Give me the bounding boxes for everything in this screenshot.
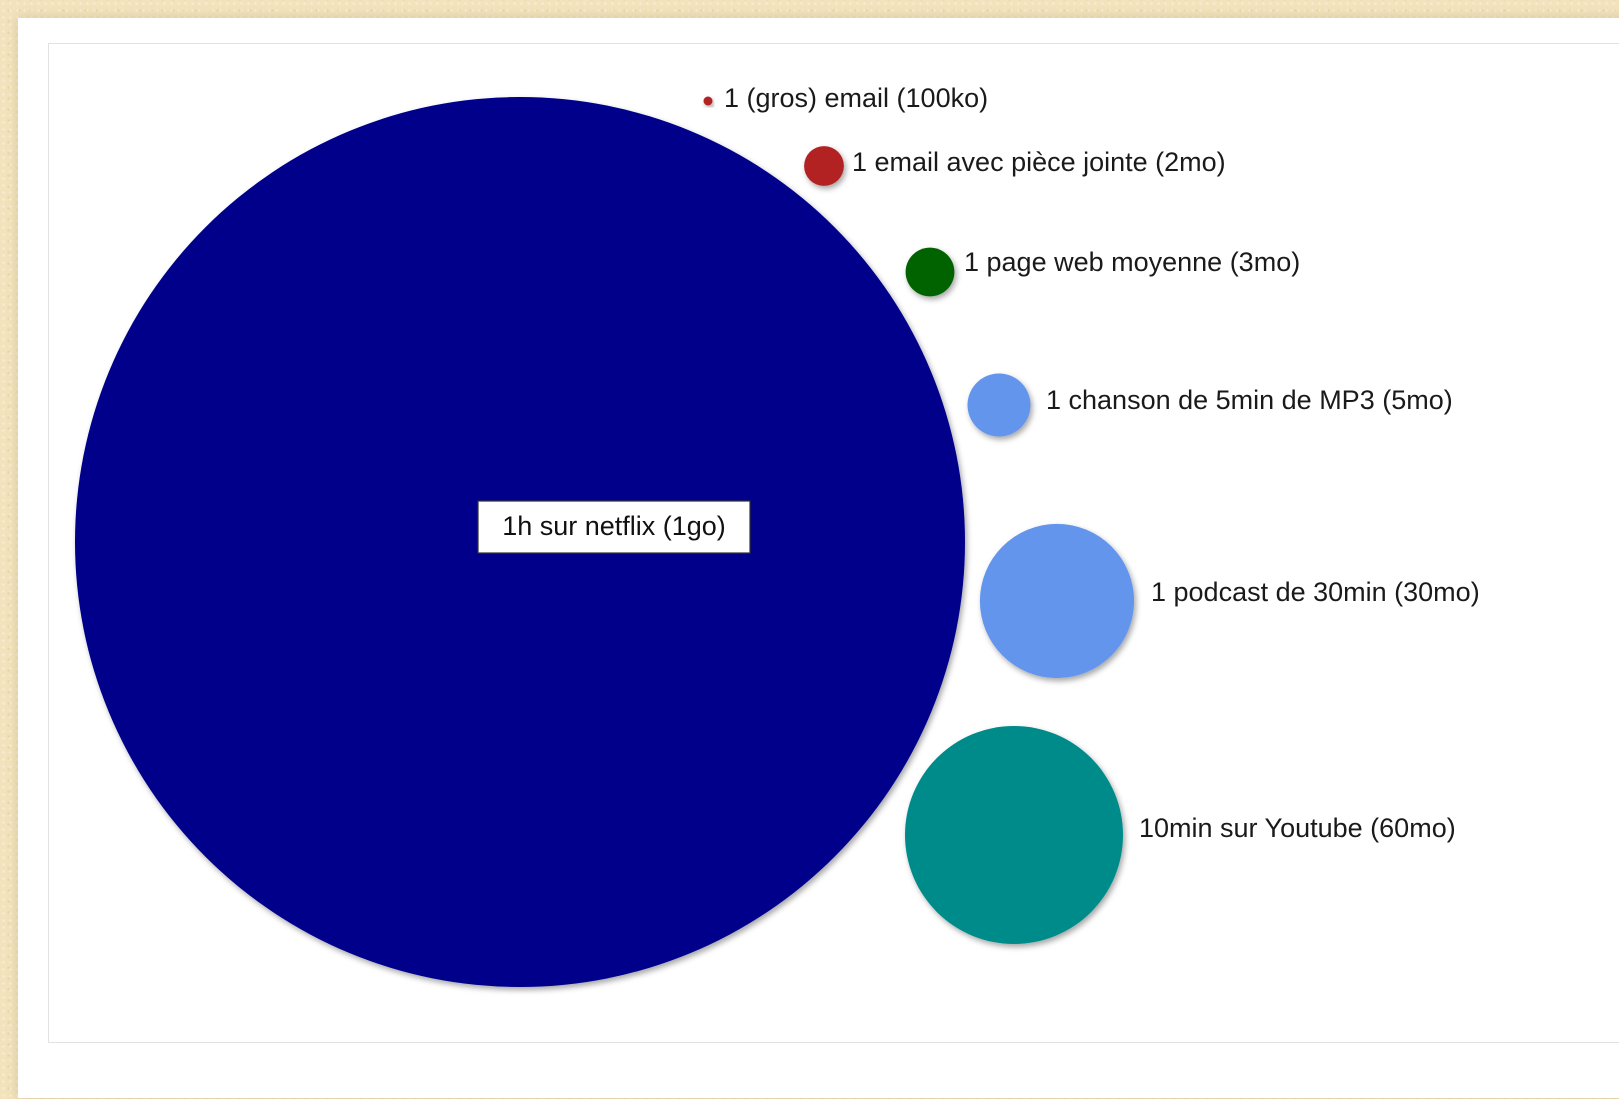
label-1-chanson-de-5min-de-mp3-5mo: 1 chanson de 5min de MP3 (5mo) <box>1046 385 1453 415</box>
label-1-podcast-de-30min-30mo: 1 podcast de 30min (30mo) <box>1151 577 1480 607</box>
label-1-email-avec-piece-jointe-2mo: 1 email avec pièce jointe (2mo) <box>852 147 1226 177</box>
label-1h-sur-netflix-1go: 1h sur netflix (1go) <box>502 511 726 541</box>
label-box-1h-sur-netflix-1go <box>477 500 751 554</box>
bubble-1-chanson-de-5min-de-mp3-5mo <box>967 373 1031 437</box>
bubble-1-page-web-moyenne-3mo <box>905 247 955 297</box>
bubble-10min-sur-youtube-60mo <box>905 726 1123 944</box>
bubble-1-email-avec-piece-jointe-2mo <box>804 146 844 186</box>
label-10min-sur-youtube-60mo: 10min sur Youtube (60mo) <box>1139 813 1456 843</box>
bubble-1-gros-email-100ko <box>703 96 713 106</box>
label-1-page-web-moyenne-3mo: 1 page web moyenne (3mo) <box>964 247 1300 277</box>
label-1-gros-email-100ko: 1 (gros) email (100ko) <box>724 83 988 113</box>
plot-area <box>48 43 1619 1043</box>
bubble-1-podcast-de-30min-30mo <box>979 523 1135 679</box>
